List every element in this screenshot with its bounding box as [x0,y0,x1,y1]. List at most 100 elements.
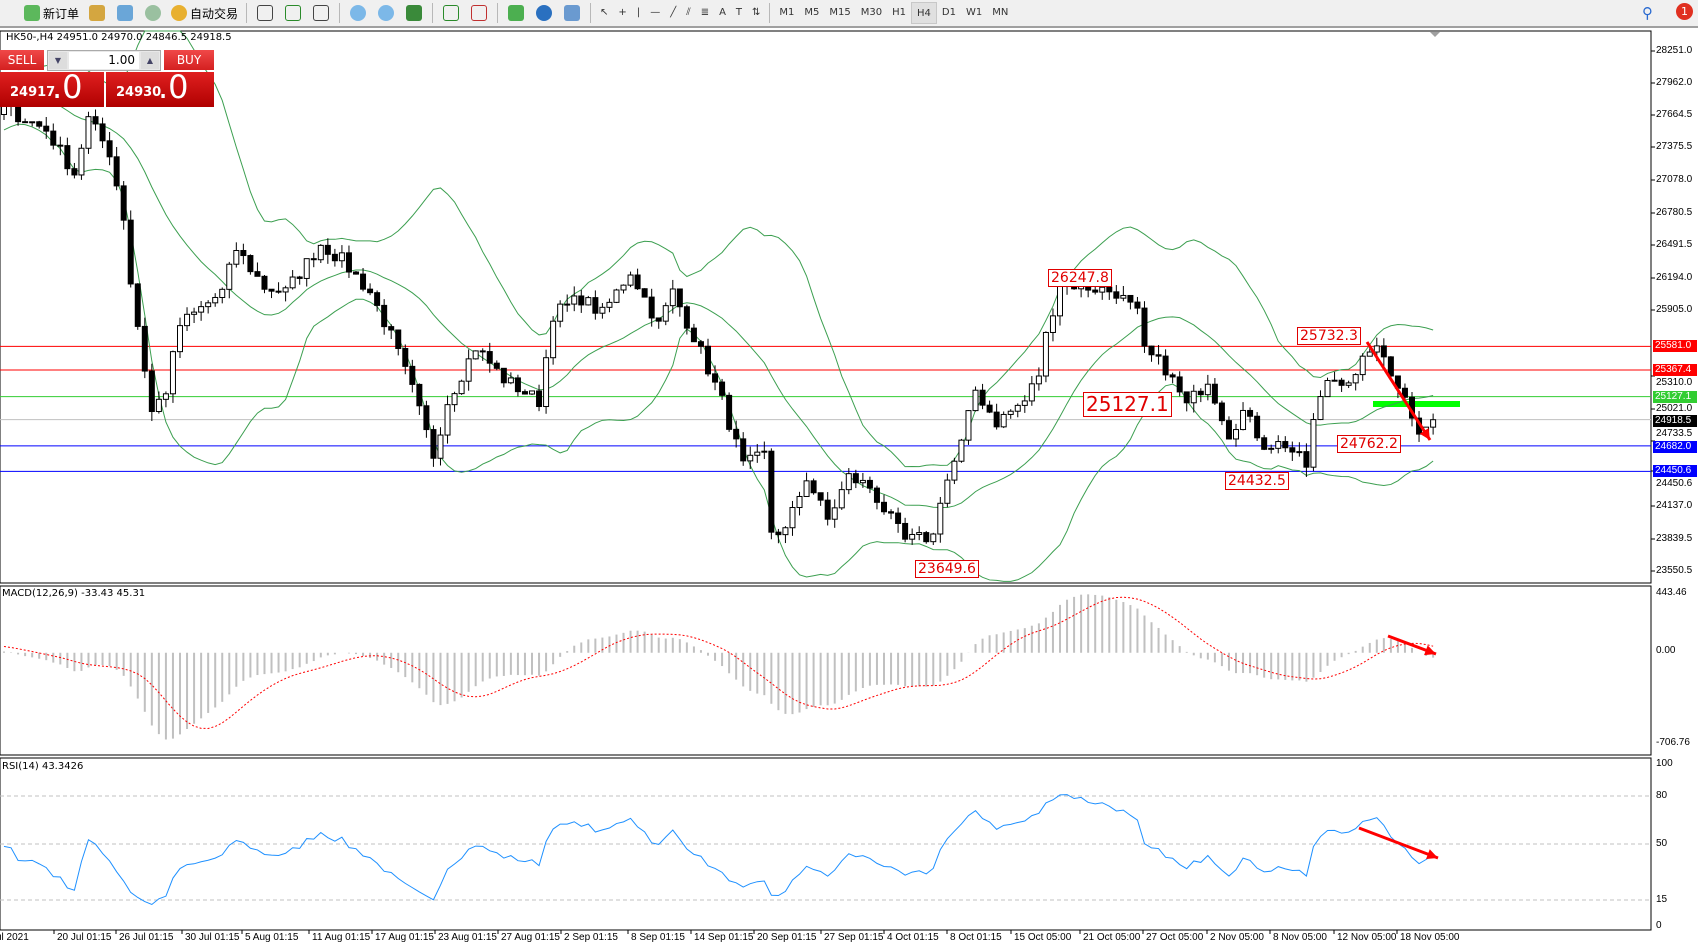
notification-badge[interactable]: 1 [1676,3,1693,20]
annotation-bottom[interactable]: 23649.6 [915,560,979,578]
zoom-out-icon[interactable] [378,5,395,21]
bull-candle [85,116,92,149]
timeframe-d1[interactable]: D1 [941,7,956,18]
navigator-icon[interactable] [117,5,134,21]
indicators-icon[interactable] [508,5,525,21]
tile-windows-icon[interactable] [406,5,423,21]
templates-icon[interactable] [564,5,581,21]
bear-candle [240,250,247,257]
lot-input[interactable]: 1.00 [69,52,139,69]
buy-price[interactable]: 24930.0 [106,68,214,107]
bull-candle [599,306,606,314]
annotation-high[interactable]: 26247.8 [1048,269,1112,287]
periods-clock-icon[interactable] [536,5,553,21]
bull-candle [1000,413,1007,428]
annotation-swing-high[interactable]: 25732.3 [1297,327,1361,345]
text-label-icon[interactable]: T [735,7,743,18]
timeframe-m15[interactable]: M15 [829,7,851,18]
signals-icon[interactable] [145,5,162,21]
bull-candle [1310,419,1317,468]
sell-button[interactable]: SELL [0,50,44,70]
bear-candle [986,404,993,413]
annotation-level[interactable]: 25127.1 [1083,392,1172,417]
bull-candle [662,305,669,322]
sell-price[interactable]: 24917.0 [0,68,104,107]
cursor-icon[interactable]: ↖ [600,7,609,18]
timeframe-h4[interactable]: H4 [911,2,937,24]
market-watch-icon[interactable] [89,5,106,21]
bull-candle [226,263,233,290]
timeframe-m1[interactable]: M1 [779,7,795,18]
price-axis-label: 27962.0 [1656,77,1693,88]
bear-candle [1127,294,1134,303]
date-axis-label: 21 Oct 05:00 [1083,932,1141,943]
new-order-icon [24,5,40,21]
lot-decrease-button[interactable]: ▼ [49,52,67,69]
bull-candle [205,302,212,308]
annotation-current-low[interactable]: 24762.2 [1337,435,1401,453]
date-axis-label: 23 Aug 01:15 [438,932,497,943]
auto-trading-button[interactable]: 自动交易 [167,1,242,25]
buy-button[interactable]: BUY [164,50,214,70]
equidistant-channel-icon[interactable]: ⫽ [686,7,691,18]
line-chart-icon[interactable] [313,5,330,21]
timeframe-m30[interactable]: M30 [860,7,883,18]
separator [769,3,771,23]
bear-candle [1289,447,1296,453]
chart-shift-icon[interactable] [471,5,488,21]
candlestick-icon[interactable] [285,5,302,21]
annotation-low[interactable]: 24432.5 [1225,472,1289,490]
level-price-tag: 24450.6 [1653,465,1697,477]
arrows-icon[interactable]: ⇅ [752,7,761,18]
level-price-tag: 24918.5 [1653,415,1697,427]
macd-signal-line [3,596,1434,729]
bull-candle [162,393,169,400]
vertical-line-icon[interactable]: | [636,7,641,18]
crosshair-icon[interactable]: + [618,7,627,18]
horizontal-line-icon[interactable]: — [650,7,661,18]
search-icon[interactable]: ⚲ [1642,4,1653,22]
timeframe-m5[interactable]: M5 [804,7,820,18]
bull-candle [1190,390,1197,404]
bear-candle [1134,301,1141,309]
bear-candle [1401,387,1408,398]
timeframe-h1[interactable]: H1 [892,7,907,18]
bear-candle [1169,374,1176,378]
bull-candle [1120,294,1127,299]
bull-candle [831,507,838,520]
trendline-icon[interactable]: ╱ [670,7,677,18]
bull-candle [1345,382,1352,386]
lot-stepper[interactable]: ▼ 1.00 ▲ [47,50,161,71]
text-icon[interactable]: A [719,7,726,18]
bull-candle [338,252,345,262]
bar-chart-icon[interactable] [257,5,274,21]
bear-candle [740,438,747,462]
bear-candle [1183,391,1190,404]
bear-candle [71,168,78,176]
chart-canvas[interactable] [0,30,1698,947]
date-axis-label: 8 Sep 01:15 [631,932,685,943]
bull-candle [458,380,465,395]
bull-candle [909,533,916,540]
timeframe-w1[interactable]: W1 [965,7,983,18]
bear-candle [345,252,352,273]
bear-candle [310,258,317,261]
bull-candle [155,398,162,413]
bull-candle [198,306,205,313]
bear-candle [324,244,331,255]
macd-label: MACD(12,26,9) -33.43 45.31 [2,588,146,599]
lot-increase-button[interactable]: ▲ [141,52,159,69]
bull-candle [1352,374,1359,384]
autoscroll-icon[interactable] [443,5,460,21]
bull-candle [1373,345,1380,353]
bear-candle [1148,345,1155,356]
fibonacci-icon[interactable]: ≣ [700,7,710,18]
bull-candle [1430,419,1437,428]
bull-candle [177,325,183,353]
timeframe-mn[interactable]: MN [992,7,1009,18]
bear-candle [106,140,113,158]
new-order-button[interactable]: 新订单 [20,1,83,25]
zoom-in-icon[interactable] [350,5,367,21]
bear-candle [268,288,275,292]
bear-candle [536,390,543,408]
